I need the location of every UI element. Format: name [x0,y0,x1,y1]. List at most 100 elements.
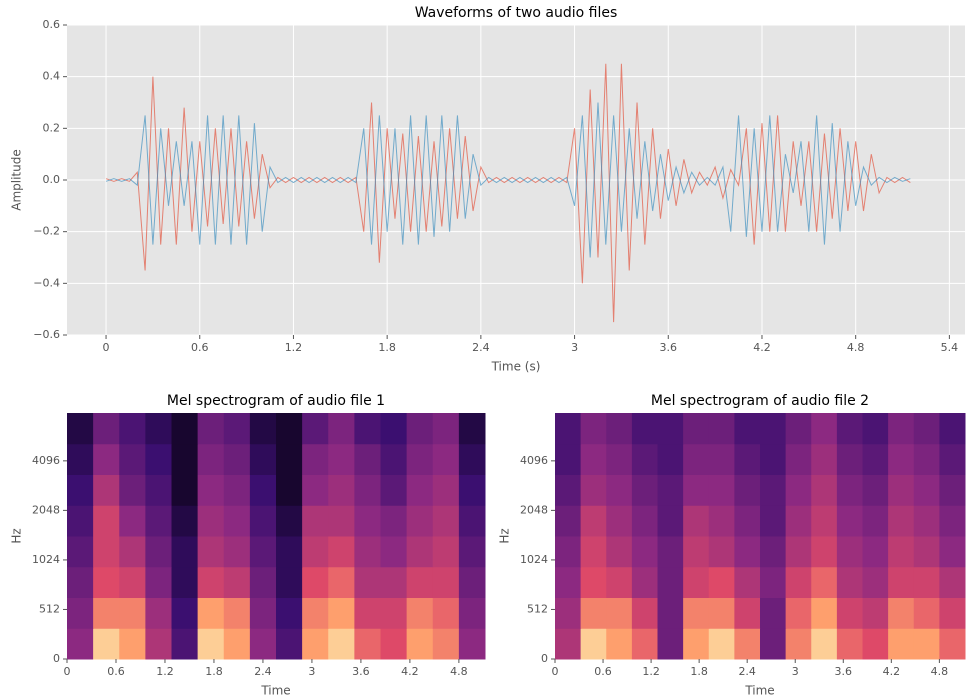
spectrogram-cell [432,505,460,537]
spectrogram-cell [354,443,381,475]
spectrogram-cell [708,628,735,660]
spectrogram-cell [785,566,812,598]
spectrogram-cell [785,628,812,660]
spectrogram-cell [458,443,486,475]
spectrogram-cell [276,536,303,568]
spectrogram-cell [249,474,277,506]
spectrogram-cell [862,536,889,568]
spectrogram-cell [708,566,735,598]
spectrogram-cell [223,443,251,475]
spectrogram-cell [836,566,863,598]
spectrogram-cell [302,474,329,506]
spectrogram-cell [197,413,225,445]
spectrogram-cell [862,566,889,598]
spectrogram-cell [683,505,710,537]
x-tick-label: 3.6 [835,665,853,678]
spectrogram-cell [276,474,303,506]
spectrogram-cell [555,413,582,445]
spectrogram-cell [197,628,225,660]
spectrogram-cell [145,536,172,568]
spectrogram-cell [93,628,120,660]
spectrogram-cell [862,628,889,660]
spectrogram-cell [119,536,146,568]
spectrogram-cell [580,443,607,475]
spectrogram-cell [328,597,355,629]
spectrogram-cell [458,474,486,506]
x-tick-label: 1.2 [642,665,660,678]
spectrogram-cell [606,597,633,629]
spectrogram-cell [223,566,251,598]
spectrogram-cell [93,566,120,598]
x-tick-label: 3 [792,665,799,678]
spectrogram-cell [276,628,303,660]
spectrogram-cell [580,474,607,506]
spectrogram-cell [862,474,889,506]
spectrogram-cell [836,474,863,506]
spectrogram-cell [406,443,434,475]
spectrogram-cell [302,536,329,568]
spectrogram-cell [302,628,329,660]
y-tick-label: 0 [541,652,548,665]
x-tick-label: 4.2 [883,665,901,678]
x-tick-label: 3 [571,341,578,354]
spectrogram-cell [223,413,251,445]
spectrogram-cell [708,505,735,537]
spectrogram-cell [328,566,355,598]
y-tick-label: 2048 [520,503,548,516]
spectrogram-cell [197,597,225,629]
spectrogram-cell [734,536,761,568]
spectrogram-cell [555,597,582,629]
spectrogram-cell [708,474,735,506]
spectrogram-cell [249,536,277,568]
spectrogram-cell [913,536,940,568]
spectrogram-cell [328,628,355,660]
spectrogram-cell [171,597,199,629]
spectrogram-cell [223,474,251,506]
x-axis-label: Time [260,684,290,698]
spectrogram-cell [328,474,355,506]
spectrogram-cell [785,413,812,445]
spectrogram-cell [760,474,787,506]
spectrogram-cell [708,413,735,445]
spectrogram-cell [760,505,787,537]
y-axis-label: Hz [10,528,24,543]
spectrogram-cell [811,474,838,506]
spectrogram-cell [171,443,199,475]
spectrogram-cell [888,536,915,568]
spectrogram-cell [836,413,863,445]
spectrogram-cell [862,413,889,445]
x-tick-label: 0.6 [107,665,125,678]
spectrogram-cell [913,505,940,537]
spectrogram-cell [888,443,915,475]
spectrogram-cell [171,505,199,537]
spectrogram-cell [249,628,277,660]
spectrogram-cell [734,597,761,629]
x-tick-label: 2.4 [472,341,490,354]
spectrogram-cell [580,536,607,568]
spectrogram-cell [119,443,146,475]
spectrogram-cell [939,536,966,568]
x-tick-label: 4.2 [401,665,419,678]
spectrogram-cell [302,443,329,475]
spectrogram-cell [406,413,434,445]
spectrogram-cell [760,566,787,598]
spectrogram-cell [354,505,381,537]
spectrogram-cell [145,474,172,506]
spectrogram-cell [836,628,863,660]
spectrogram-cell [785,505,812,537]
spectrogram-cell [811,628,838,660]
spectrogram-cell [785,474,812,506]
spectrogram-cell [406,628,434,660]
x-tick-label: 1.8 [690,665,708,678]
spectrogram-cell [760,628,787,660]
spectrogram-cell [631,597,658,629]
spectrogram-cell [197,566,225,598]
x-tick-label: 5.4 [941,341,959,354]
spectrogram-cell [939,628,966,660]
spectrogram-cell [580,597,607,629]
spectrogram-cell [631,413,658,445]
spectrogram-cell [93,413,120,445]
spectrogram-cell [939,505,966,537]
subplot: Mel spectrogram of audio file 2 Time Hz 0 0.… [498,393,966,698]
